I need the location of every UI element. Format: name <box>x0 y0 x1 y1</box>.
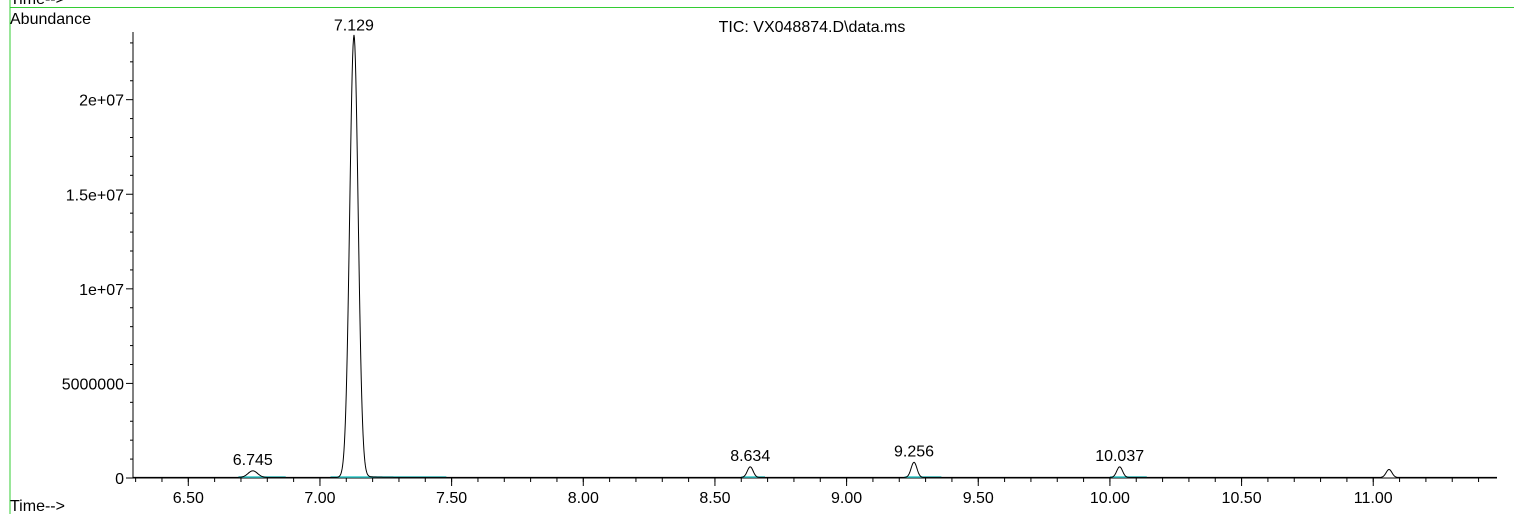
x-tick-label: 9.00 <box>831 490 862 507</box>
peak-label: 9.256 <box>894 443 934 460</box>
chart-title: TIC: VX048874.D\data.ms <box>719 19 906 36</box>
y-tick-label: 5000000 <box>62 376 124 393</box>
x-tick-label: 9.50 <box>963 490 994 507</box>
cut-off-time-label: Time--> <box>10 0 65 8</box>
frame-layer <box>9 0 1514 514</box>
x-tick-label: 8.00 <box>568 490 599 507</box>
y-tick-label: 2e+07 <box>79 93 124 110</box>
x-tick-label: 7.50 <box>436 490 467 507</box>
peak-label: 7.129 <box>334 18 374 35</box>
x-tick-label: 8.50 <box>699 490 730 507</box>
peak-label: 8.634 <box>730 448 770 465</box>
y-axis-label: Abundance <box>10 11 91 28</box>
y-tick-label: 0 <box>115 471 124 488</box>
peak-label-layer: 6.745 7.129 8.634 9.256 10.037 <box>233 18 1144 469</box>
x-tick-label: 7.00 <box>304 490 335 507</box>
y-tick-label: 1e+07 <box>79 282 124 299</box>
x-axis-label: Time--> <box>10 498 65 514</box>
peak-label: 6.745 <box>233 452 273 469</box>
trace-layer <box>133 34 1497 478</box>
x-tick-label: 10.50 <box>1222 490 1262 507</box>
tic-trace <box>133 34 1497 478</box>
axes-layer <box>132 32 1497 479</box>
x-tick-label: 11.00 <box>1354 490 1393 507</box>
ticks-layer: 6.50 7.00 7.50 8.00 8.50 9.00 9.50 10.00 10.50 11… <box>62 42 1480 507</box>
x-tick-label: 10.00 <box>1090 490 1130 507</box>
x-tick-label: 6.50 <box>173 490 204 507</box>
y-tick-label: 1.5e+07 <box>66 187 124 204</box>
peak-label: 10.037 <box>1095 448 1144 465</box>
